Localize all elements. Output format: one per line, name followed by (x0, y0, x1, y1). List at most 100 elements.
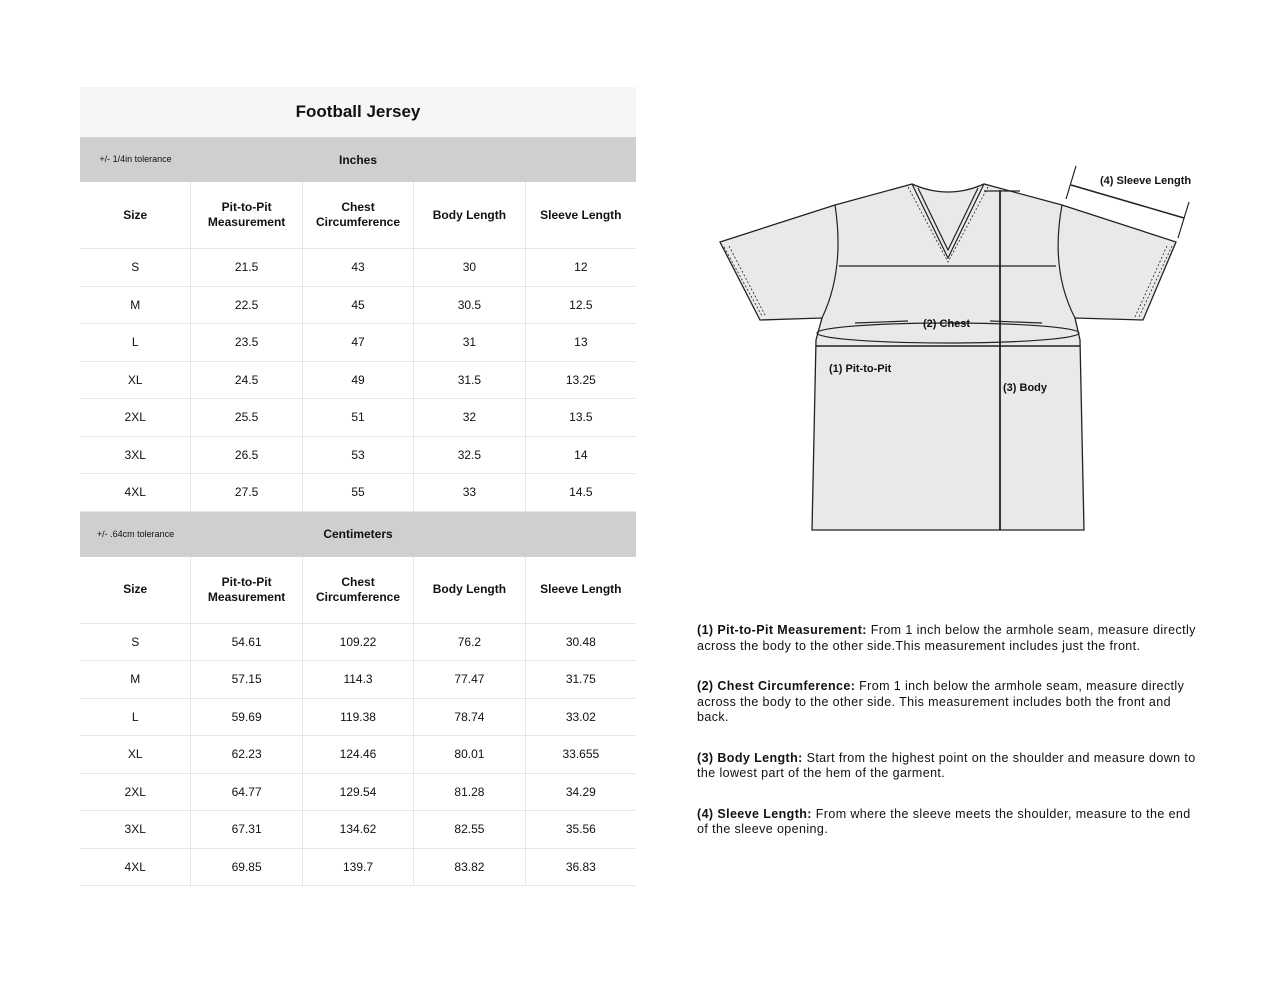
note-text: Start from the highest point on the shou… (697, 750, 1196, 781)
cm-band: +/- .64cm tolerance Centimeters (80, 511, 636, 557)
table-cell: 25.5 (191, 399, 303, 436)
table-cell: 49 (303, 361, 415, 398)
table-cell: 35.56 (565, 822, 596, 837)
table-cell: 43 (303, 249, 415, 286)
table-row: 2XL 25.5 51 32 13.5 (80, 399, 636, 437)
table-cell: 2XL (80, 773, 192, 810)
table-cell: 4XL (80, 848, 192, 885)
column-header: Pit-to-Pit Measurement (191, 182, 303, 248)
column-header: Chest Circumference (303, 182, 415, 248)
table-cell: 33.02 (565, 709, 596, 724)
table-cell: 14 (574, 447, 588, 462)
table-cell: S (80, 623, 192, 660)
table-cell: 55 (303, 474, 415, 511)
table-cell: 27.5 (191, 474, 303, 511)
table-cell: 134.62 (303, 811, 415, 848)
table-cell: L (80, 324, 192, 361)
column-header: Size (80, 556, 192, 623)
table-cell: 13.5 (569, 410, 593, 425)
table-cell: 81.28 (414, 773, 526, 810)
table-cell: 67.31 (191, 811, 303, 848)
table-cell: M (80, 286, 192, 323)
table-cell: 36.83 (565, 859, 596, 874)
inches-label: Inches (338, 152, 377, 167)
table-cell: 124.46 (303, 736, 415, 773)
table-cell: 31 (414, 324, 526, 361)
cm-tolerance: +/- .64cm tolerance (96, 528, 175, 539)
table-row: 4XL 27.5 55 33 14.5 (80, 474, 636, 512)
table-row: XL 62.23 124.46 80.01 33.655 (80, 736, 636, 774)
table-cell: 30 (414, 249, 526, 286)
sleeve-length-label: (4) Sleeve Length (1100, 175, 1191, 187)
inches-tolerance: +/- 1/4in tolerance (99, 154, 172, 164)
body-label: (3) Body (1003, 382, 1048, 394)
column-header: Chest Circumference (303, 556, 415, 623)
table-cell: 14.5 (569, 485, 593, 500)
table-cell: 45 (303, 286, 415, 323)
table-cell: 23.5 (191, 324, 303, 361)
note-term: (2) Chest Circumference: (697, 679, 856, 693)
table-cell: 57.15 (191, 661, 303, 698)
pit-to-pit-label: (1) Pit-to-Pit (829, 363, 892, 375)
table-cell: 51 (303, 399, 415, 436)
table-row: 2XL 64.77 129.54 81.28 34.29 (80, 773, 636, 811)
table-row: S 21.5 43 30 12 (80, 249, 636, 287)
inches-band: +/- 1/4in tolerance Inches (80, 137, 636, 182)
note-text: From 1 inch below the armhole seam, meas… (697, 679, 1185, 724)
size-table: Football Jersey +/- 1/4in tolerance Inch… (80, 87, 636, 886)
inches-header: Size Pit-to-Pit Measurement Chest Circumfe… (80, 182, 636, 249)
table-row: XL 24.5 49 31.5 13.25 (80, 361, 636, 399)
table-row: L 23.5 47 31 13 (80, 324, 636, 362)
table-cell: 22.5 (191, 286, 303, 323)
table-row: M 22.5 45 30.5 12.5 (80, 286, 636, 324)
table-cell: 3XL (80, 811, 192, 848)
jersey-body (719, 183, 1177, 531)
table-cell: 53 (303, 436, 415, 473)
table-cell: 54.61 (191, 623, 303, 660)
column-header: Body Length (414, 182, 526, 248)
table-cell: 34.29 (565, 784, 596, 799)
table-row: 3XL 26.5 53 32.5 14 (80, 436, 636, 474)
table-cell: 80.01 (414, 736, 526, 773)
table-cell: 30.5 (414, 286, 526, 323)
table-cell: 76.2 (414, 623, 526, 660)
note: (4) Sleeve Length: From where the sleeve… (697, 807, 1197, 838)
table-cell: 33 (414, 474, 526, 511)
cm-label: Centimeters (323, 527, 393, 541)
note-text: From 1 inch below the armhole seam, meas… (697, 623, 1196, 653)
note: (1) Pit-to-Pit Measurement: From 1 inch … (697, 623, 1197, 654)
column-header: Sleeve Length (540, 582, 622, 596)
table-cell: S (80, 249, 192, 286)
table-cell: 69.85 (191, 848, 303, 885)
table-cell: 31.5 (414, 361, 526, 398)
note-term: (4) Sleeve Length: (697, 806, 812, 821)
table-cell: 3XL (80, 436, 192, 473)
chest-label: (2) Chest (923, 318, 970, 330)
table-cell: XL (80, 736, 192, 773)
table-row: L 59.69 119.38 78.74 33.02 (80, 698, 636, 736)
table-cell: 47 (303, 324, 415, 361)
table-cell: 139.7 (303, 848, 415, 885)
cm-header: Size Pit-to-Pit Measurement Chest Circumfe… (80, 556, 636, 624)
table-cell: 33.655 (562, 747, 600, 762)
table-cell: 26.5 (191, 436, 303, 473)
table-cell: XL (80, 361, 192, 398)
table-cell: 32 (414, 399, 526, 436)
table-row: M 57.15 114.3 77.47 31.75 (80, 661, 636, 699)
table-cell: 32.5 (414, 436, 526, 473)
table-cell: 4XL (80, 474, 192, 511)
note: (2) Chest Circumference: From 1 inch bel… (697, 679, 1197, 726)
table-row: 4XL 69.85 139.7 83.82 36.83 (80, 848, 636, 886)
table-cell: 13 (574, 335, 588, 350)
note-term: (3) Body Length: (697, 750, 803, 765)
table-cell: 62.23 (191, 736, 303, 773)
column-header: Sleeve Length (540, 207, 622, 222)
table-row: S 54.61 109.22 76.2 30.48 (80, 623, 636, 661)
table-row: 3XL 67.31 134.62 82.55 35.56 (80, 811, 636, 849)
table-cell: 114.3 (303, 661, 415, 698)
table-cell: 119.38 (303, 698, 415, 735)
measurement-notes: (1) Pit-to-Pit Measurement: From 1 inch … (697, 623, 1197, 863)
table-cell: 109.22 (303, 623, 415, 660)
table-cell: 82.55 (414, 811, 526, 848)
column-header: Pit-to-Pit Measurement (191, 556, 303, 623)
